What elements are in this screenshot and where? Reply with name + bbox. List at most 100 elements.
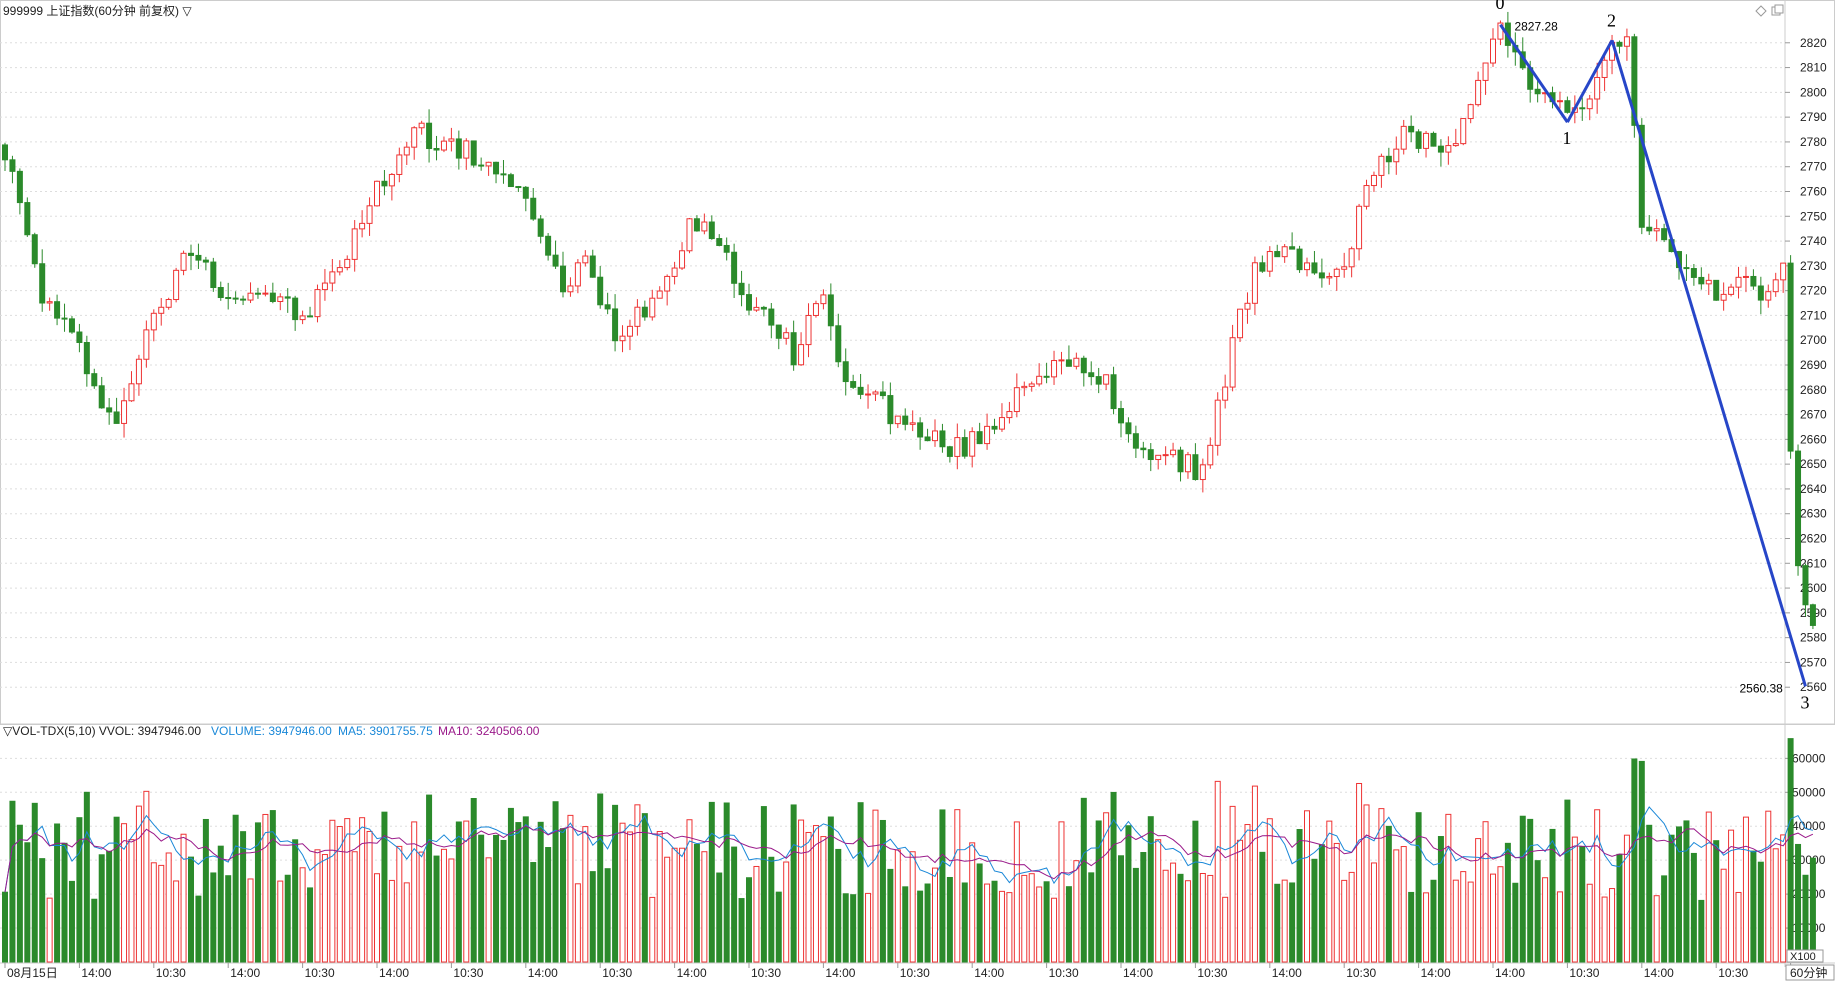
- candle-body: [1326, 276, 1333, 279]
- candle: [1170, 442, 1177, 458]
- candle: [1594, 62, 1601, 114]
- volume-bar: [1132, 867, 1139, 963]
- volume-bar: [76, 817, 83, 963]
- candle: [39, 249, 46, 312]
- price-tick-label: 2810: [1800, 61, 1827, 75]
- volume-bar: [485, 857, 492, 963]
- volume-header[interactable]: ▽VOL-TDX(5,10) VVOL: 3947946.00: [3, 724, 201, 738]
- candle: [240, 295, 247, 306]
- volume-bar: [1378, 808, 1385, 963]
- time-tick-label: 14:00: [1495, 966, 1525, 980]
- wave-segment: [1499, 23, 1569, 123]
- candle: [1579, 97, 1586, 121]
- candle-body: [1393, 148, 1400, 163]
- time-axis: 08月15日 14:00 10:30 14:00 10:30 14:00 10:30 14:0…: [4, 963, 1823, 980]
- candle-body: [321, 282, 328, 291]
- diamond-icon[interactable]: [1755, 5, 1767, 17]
- candle-body: [83, 341, 90, 375]
- restore-icon[interactable]: [1771, 4, 1784, 16]
- period-badge[interactable]: 60分钟: [1790, 965, 1827, 980]
- candle: [693, 215, 700, 232]
- period-badge-box: [1785, 964, 1835, 981]
- wave-segment: [1566, 39, 1614, 123]
- candle-body: [1780, 262, 1787, 281]
- volume-bar: [604, 868, 611, 963]
- volume-bar: [1110, 791, 1117, 963]
- candle-body: [686, 218, 693, 252]
- price-tick-label: 2690: [1800, 358, 1827, 372]
- volume-bar: [1318, 844, 1325, 963]
- candle-body: [1125, 422, 1132, 435]
- candle: [336, 260, 343, 276]
- volume-bar: [1631, 758, 1638, 963]
- candle: [1430, 131, 1437, 147]
- candle-body: [1051, 360, 1058, 378]
- unit-badge-box: [1786, 949, 1824, 963]
- candle-body: [16, 170, 23, 204]
- volume-bar: [158, 864, 165, 963]
- candle-body: [619, 335, 626, 342]
- candle-body: [1036, 375, 1043, 385]
- price-tick-label: 2570: [1800, 655, 1827, 669]
- volume-bar: [418, 851, 425, 963]
- candle: [783, 327, 790, 345]
- candle-body: [396, 154, 403, 175]
- volume-bar: [254, 822, 261, 963]
- candle: [426, 109, 433, 163]
- candle: [835, 313, 842, 368]
- chart-title[interactable]: 999999 上证指数(60分钟 前复权) ▽: [3, 3, 192, 18]
- candle: [1601, 56, 1608, 92]
- candle-body: [1787, 262, 1794, 452]
- candle: [991, 418, 998, 435]
- volume-bar: [716, 872, 723, 963]
- volume-bar: [366, 830, 373, 963]
- candle-body: [991, 425, 998, 430]
- candle: [83, 335, 90, 387]
- volume-bar: [1051, 897, 1058, 963]
- candle-body: [329, 271, 336, 284]
- candle: [1125, 417, 1132, 443]
- candle: [537, 215, 544, 244]
- candle-body: [626, 325, 633, 337]
- candle-body: [872, 391, 879, 395]
- candle: [210, 257, 217, 292]
- candle-body: [1192, 454, 1199, 481]
- time-tick-label: 14:00: [1123, 966, 1153, 980]
- candle: [1780, 262, 1787, 293]
- candle: [1728, 283, 1735, 297]
- candle-body: [1333, 268, 1340, 278]
- candle-body: [1006, 411, 1013, 419]
- volume-bar: [1155, 839, 1162, 963]
- candle-body: [790, 332, 797, 366]
- candle-body: [1742, 275, 1749, 278]
- volume-bar: [1765, 810, 1772, 963]
- volume-bar: [24, 842, 31, 963]
- candle-body: [1631, 36, 1638, 126]
- candle-body: [1281, 246, 1288, 258]
- volume-bar: [679, 847, 686, 963]
- volume-bar: [969, 842, 976, 963]
- candle: [1765, 284, 1772, 308]
- candle-body: [1318, 272, 1325, 279]
- volume-bar: [433, 855, 440, 963]
- price-tick-label: 2560: [1800, 680, 1827, 694]
- volume-bar: [1653, 895, 1660, 963]
- candle-body: [426, 122, 433, 150]
- candle: [946, 445, 953, 463]
- candle-body: [1809, 604, 1816, 626]
- candle: [1214, 392, 1221, 456]
- candle: [879, 381, 886, 400]
- volume-bar: [515, 822, 522, 963]
- candle: [976, 422, 983, 445]
- candle-body: [783, 332, 790, 339]
- volume-bar: [909, 851, 916, 963]
- volume-bar: [946, 876, 953, 963]
- candle-body: [1304, 262, 1310, 271]
- candle: [1356, 203, 1363, 261]
- candle-body: [1341, 266, 1348, 270]
- candle: [567, 277, 574, 297]
- volume-value-label: VOLUME: 3947946.00: [211, 724, 332, 738]
- candle: [1266, 246, 1273, 277]
- candle-body: [1445, 145, 1452, 153]
